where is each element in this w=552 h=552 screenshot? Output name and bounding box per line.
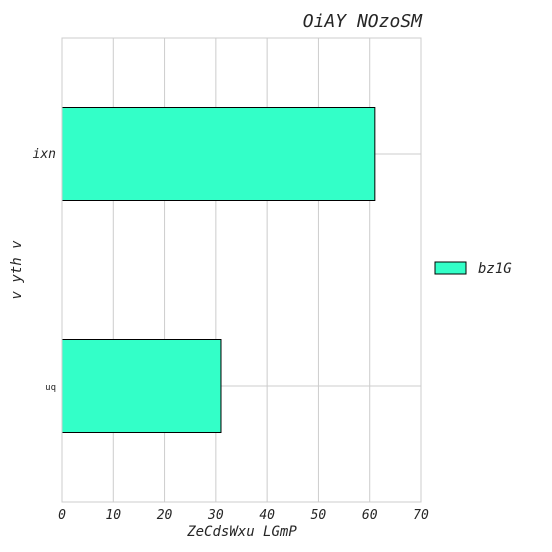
y-tick-labels: ixn uq (33, 147, 56, 393)
x-tick-labels: 0 10 20 30 40 50 60 70 (58, 508, 429, 523)
legend: bz1G (434, 261, 512, 277)
y-tick-label-ixn: ixn (33, 147, 56, 162)
y-axis-label: v yth v (9, 240, 25, 300)
legend-swatch (434, 261, 467, 275)
x-tick-label-3: 30 (207, 508, 224, 523)
x-tick-label-0: 0 (58, 508, 66, 523)
x-tick-label-4: 40 (259, 508, 275, 523)
x-tick-label-1: 10 (105, 508, 121, 523)
plot-frame (61, 37, 422, 503)
chart-title: OiAY NOzoSM (303, 11, 423, 32)
x-tick-label-7: 70 (413, 508, 429, 523)
legend-label: bz1G (478, 261, 512, 277)
y-tick-label-uq: uq (45, 383, 56, 393)
x-tick-label-6: 60 (362, 508, 378, 523)
bar-uq (61, 339, 222, 433)
bars (61, 107, 376, 433)
bar-ixn (61, 107, 376, 201)
x-tick-label-2: 20 (157, 508, 173, 523)
x-tick-label-5: 50 (311, 508, 327, 523)
x-axis-label: ZeCdsWxu LGmP (186, 524, 297, 540)
